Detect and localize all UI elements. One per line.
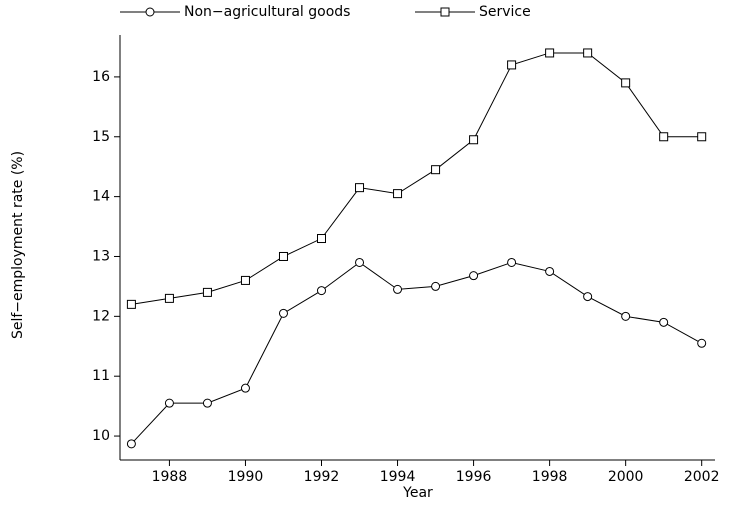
marker xyxy=(469,271,479,281)
series-line xyxy=(131,52,702,305)
marker xyxy=(431,165,441,175)
marker xyxy=(317,234,327,244)
y-axis-label: Self−employment rate (%) xyxy=(10,151,26,339)
marker xyxy=(355,257,365,267)
marker xyxy=(278,308,288,318)
marker xyxy=(621,78,631,88)
x-tick-label: 2002 xyxy=(684,469,720,485)
marker xyxy=(659,317,669,327)
y-tick-label: 15 xyxy=(92,129,110,145)
marker xyxy=(697,338,707,348)
x-axis-label: Year xyxy=(402,485,433,501)
marker xyxy=(240,275,250,285)
x-tick-label: 1998 xyxy=(532,469,568,485)
y-tick-label: 14 xyxy=(92,189,110,205)
x-tick-label: 2000 xyxy=(608,469,644,485)
marker xyxy=(507,257,517,267)
y-tick-label: 10 xyxy=(92,428,110,444)
x-tick-label: 1994 xyxy=(380,469,416,485)
marker xyxy=(355,183,365,193)
y-tick-label: 13 xyxy=(92,248,110,264)
legend-label: Non−agricultural goods xyxy=(184,4,350,20)
legend-label: Service xyxy=(479,4,531,20)
marker xyxy=(164,293,174,303)
marker xyxy=(393,189,403,199)
marker xyxy=(126,299,136,309)
x-tick-label: 1988 xyxy=(152,469,188,485)
y-tick-label: 16 xyxy=(92,69,110,85)
marker xyxy=(393,284,403,294)
marker xyxy=(240,383,250,393)
marker xyxy=(583,292,593,302)
y-tick-label: 12 xyxy=(92,308,110,324)
marker xyxy=(469,135,479,145)
x-tick-label: 1990 xyxy=(228,469,264,485)
marker xyxy=(202,398,212,408)
legend-marker xyxy=(440,7,450,17)
marker xyxy=(545,48,555,58)
marker xyxy=(697,132,707,142)
marker xyxy=(583,48,593,58)
marker xyxy=(164,398,174,408)
marker xyxy=(507,60,517,70)
x-tick-label: 1996 xyxy=(456,469,492,485)
marker xyxy=(659,132,669,142)
marker xyxy=(431,281,441,291)
marker xyxy=(202,287,212,297)
marker xyxy=(545,266,555,276)
series-line xyxy=(131,261,702,445)
marker xyxy=(126,439,136,449)
marker xyxy=(317,286,327,296)
marker xyxy=(621,311,631,321)
legend-marker xyxy=(145,7,155,17)
y-tick-label: 11 xyxy=(92,368,110,384)
x-tick-label: 1992 xyxy=(304,469,340,485)
marker xyxy=(278,251,288,261)
